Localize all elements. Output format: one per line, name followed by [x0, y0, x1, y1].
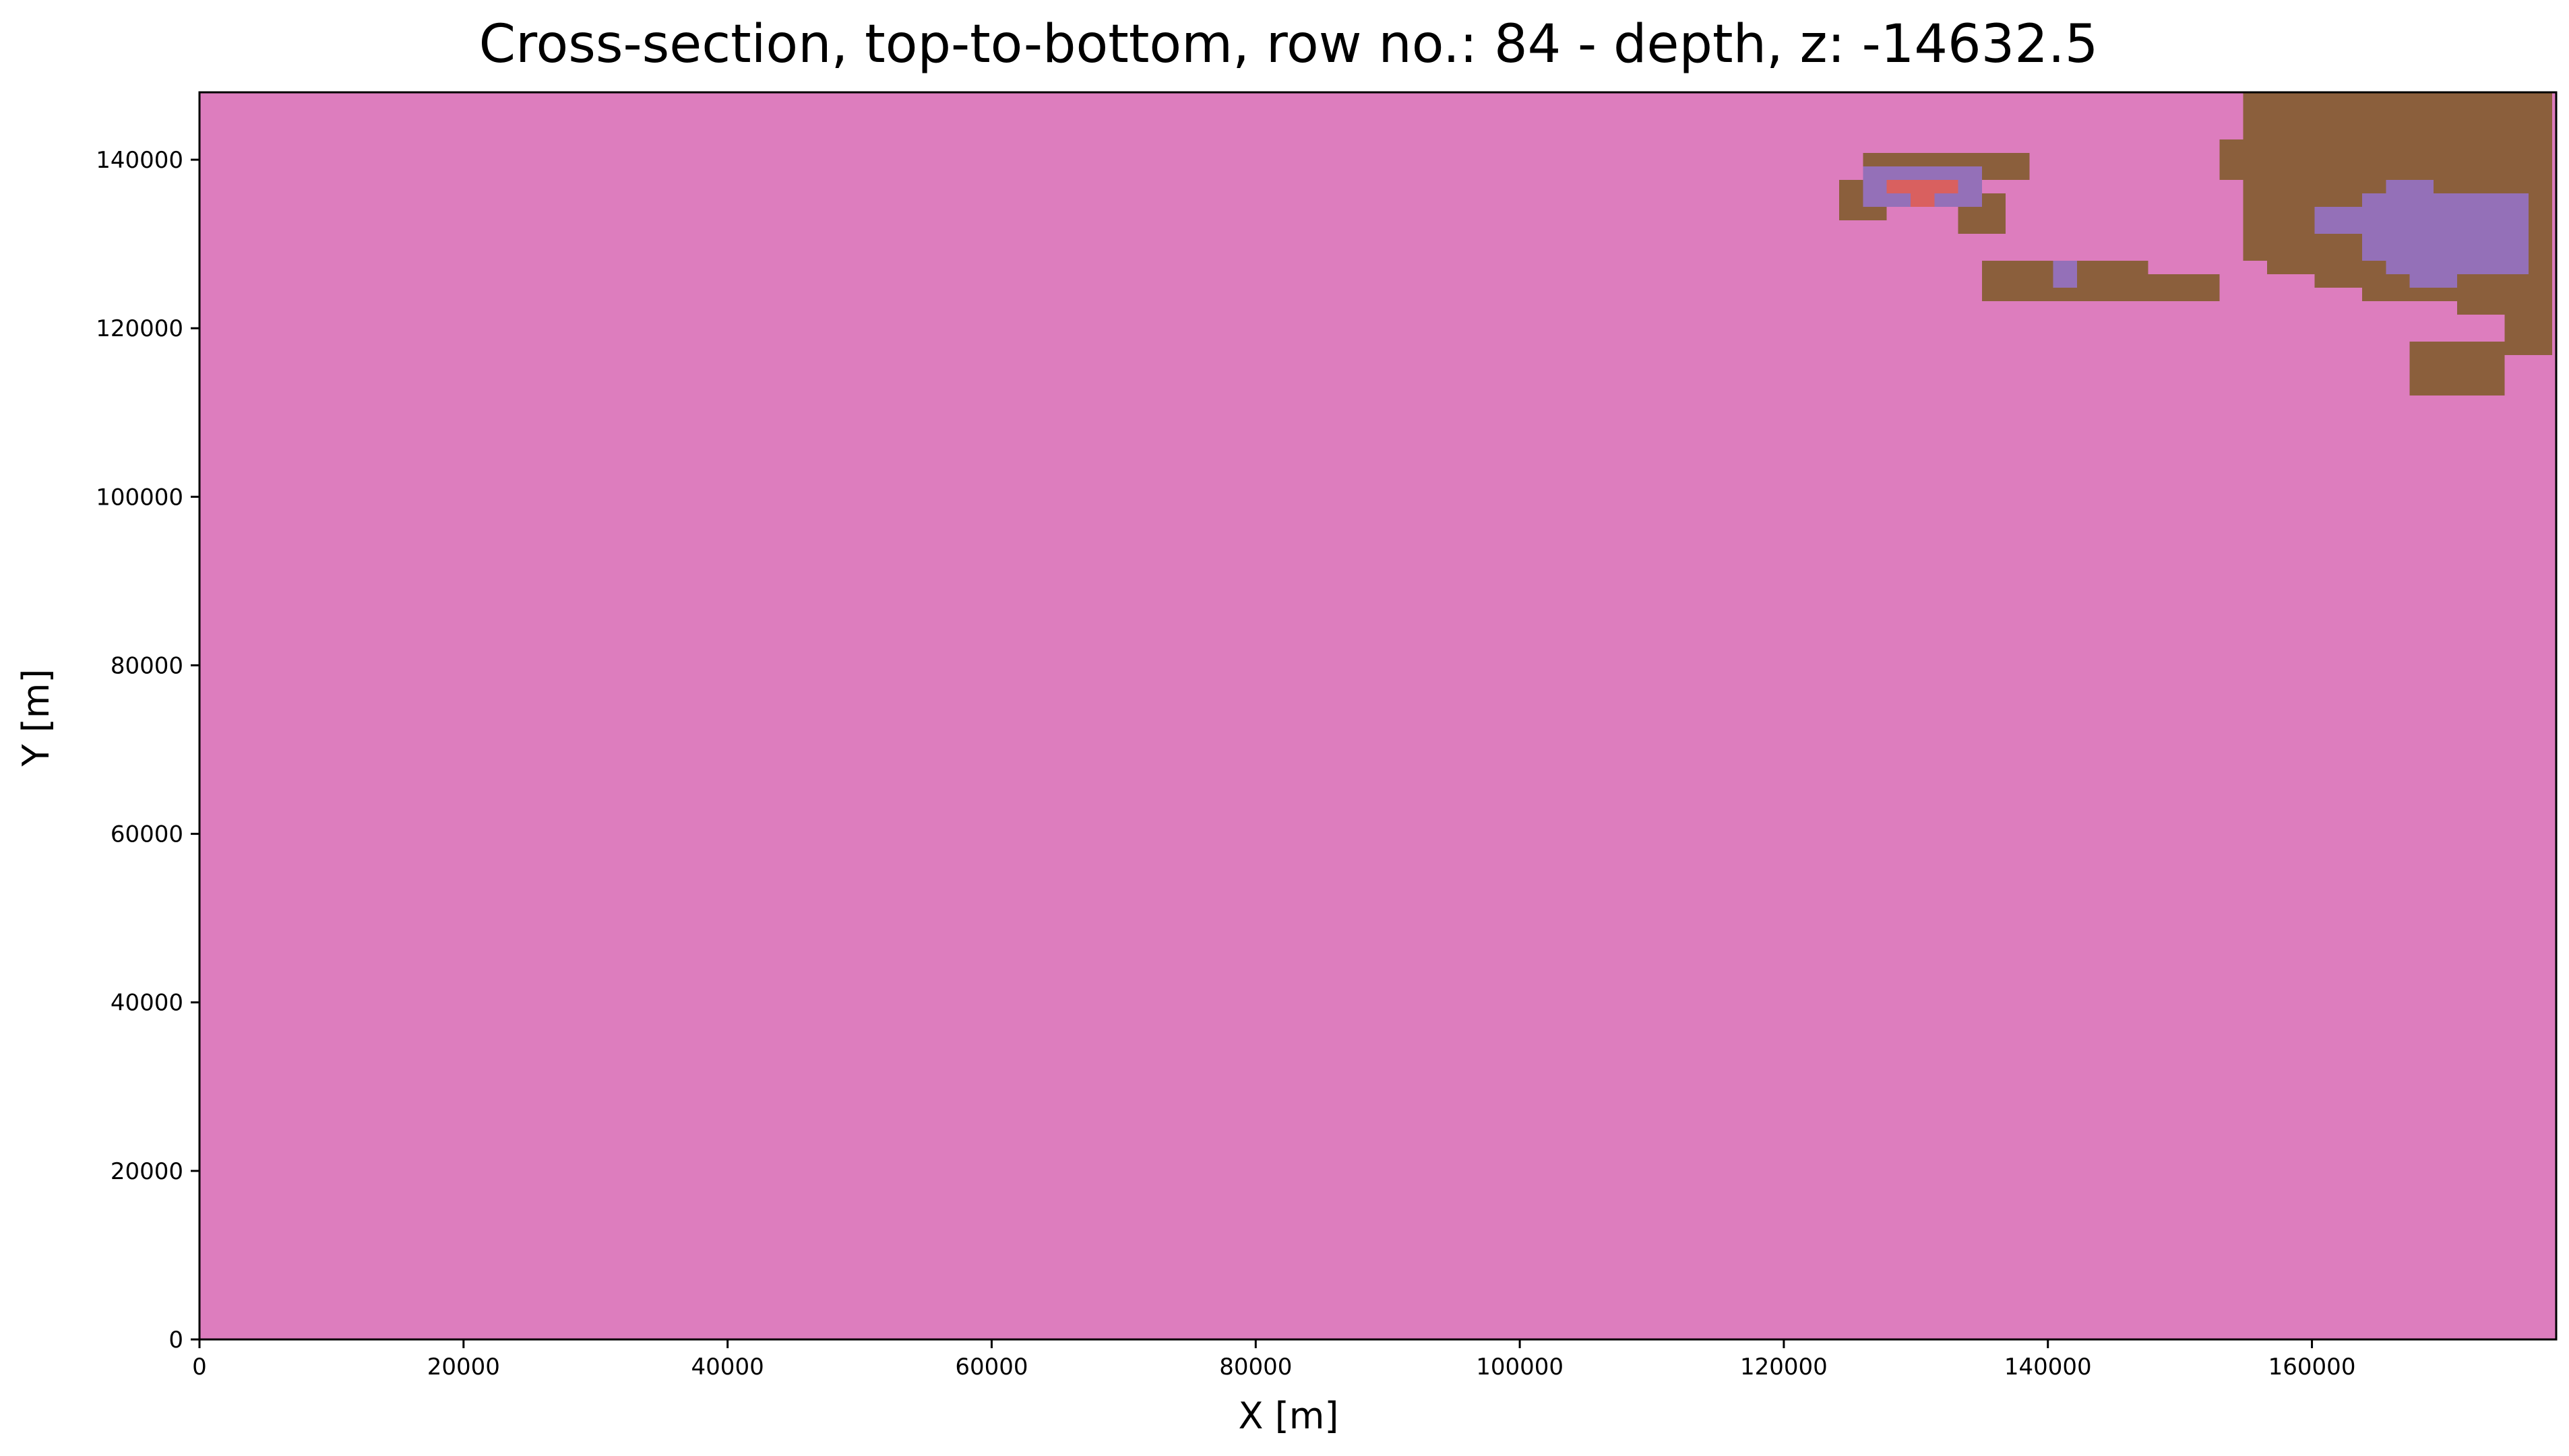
x-tick-label: 60000 — [955, 1354, 1028, 1381]
x-tick-label: 160000 — [2268, 1354, 2356, 1381]
heatmap-region-purple-24 — [2386, 180, 2434, 194]
chart-title: Cross-section, top-to-bottom, row no.: 8… — [479, 14, 2099, 75]
heatmap-region-brown-19 — [2433, 382, 2505, 396]
x-tick-label: 120000 — [1740, 1354, 1828, 1381]
y-tick-label: 140000 — [96, 147, 183, 174]
y-axis-label: Y [m] — [15, 669, 57, 767]
x-tick-label: 20000 — [427, 1354, 500, 1381]
y-tick-label: 60000 — [111, 821, 183, 848]
y-tick-label: 20000 — [111, 1158, 183, 1185]
x-tick-label: 40000 — [691, 1354, 764, 1381]
x-tick-label: 100000 — [1476, 1354, 1564, 1381]
heatmap-region-purple-23 — [2409, 274, 2458, 288]
heatmap-region-red-5 — [1886, 180, 1958, 194]
plot-frame — [198, 91, 2558, 1341]
x-axis: 0 20000 40000 60000 80000 100000 120000 140000 1… — [192, 1339, 2355, 1381]
y-axis: 0 20000 40000 60000 80000 100000 120000 140000 — [96, 147, 199, 1354]
x-tick-label: 80000 — [1219, 1354, 1292, 1381]
y-tick-label: 100000 — [96, 484, 183, 511]
y-tick-label: 120000 — [96, 315, 183, 342]
x-tick-label: 140000 — [2004, 1354, 2092, 1381]
heatmap-region-brown-8 — [1981, 274, 2220, 302]
y-tick-label: 40000 — [111, 990, 183, 1017]
heatmap-region-brown-11 — [2219, 139, 2243, 181]
heatmap-region-purple-9 — [2053, 261, 2077, 288]
y-tick-label: 0 — [168, 1327, 183, 1354]
heatmap-region-purple-22 — [2386, 193, 2529, 275]
y-tick-label: 80000 — [111, 652, 183, 679]
x-axis-label: X [m] — [1239, 1395, 1339, 1437]
x-tick-label: 0 — [192, 1354, 207, 1381]
plot-area — [198, 91, 2558, 1341]
heatmap-region-red-6 — [1910, 193, 1935, 208]
